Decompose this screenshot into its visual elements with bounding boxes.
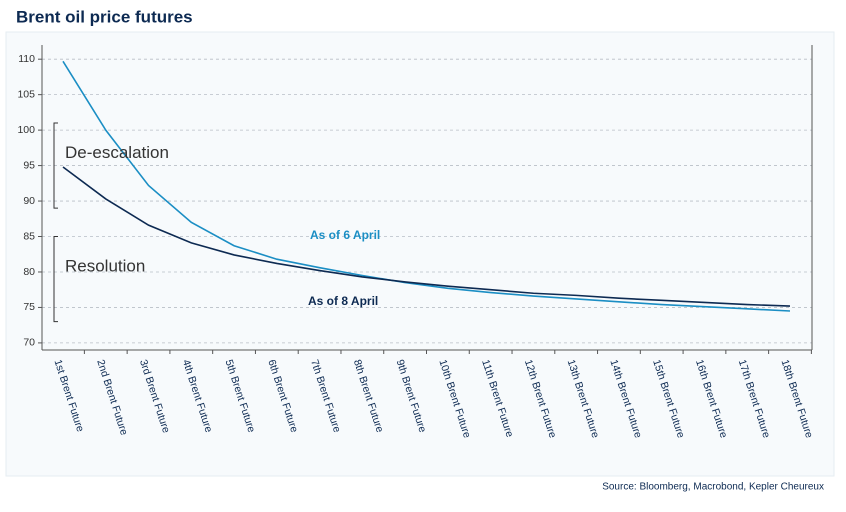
series-label: As of 6 April: [310, 228, 380, 242]
annotation-bracket: [53, 122, 58, 209]
y-tick-label: 85: [23, 230, 35, 242]
y-tick-label: 105: [17, 88, 35, 100]
y-tick-label: 70: [23, 337, 35, 349]
y-tick-label: 90: [23, 195, 35, 207]
y-tick-label: 95: [23, 159, 35, 171]
y-tick-label: 75: [23, 301, 35, 313]
y-tick-label: 110: [18, 53, 35, 65]
series-line: [62, 60, 791, 312]
chart-panel: [5, 31, 835, 477]
annotation-label: Resolution: [65, 257, 145, 276]
y-tick-label: 100: [17, 124, 35, 136]
series-label: As of 8 April: [308, 294, 378, 308]
y-tick-label: 80: [23, 266, 35, 278]
series-line: [62, 166, 791, 307]
annotation-bracket: [53, 236, 58, 323]
annotation-label: De-escalation: [65, 143, 169, 162]
chart-title: Brent oil price futures: [16, 7, 193, 26]
source-note: Source: Bloomberg, Macrobond, Kepler Che…: [602, 482, 824, 493]
